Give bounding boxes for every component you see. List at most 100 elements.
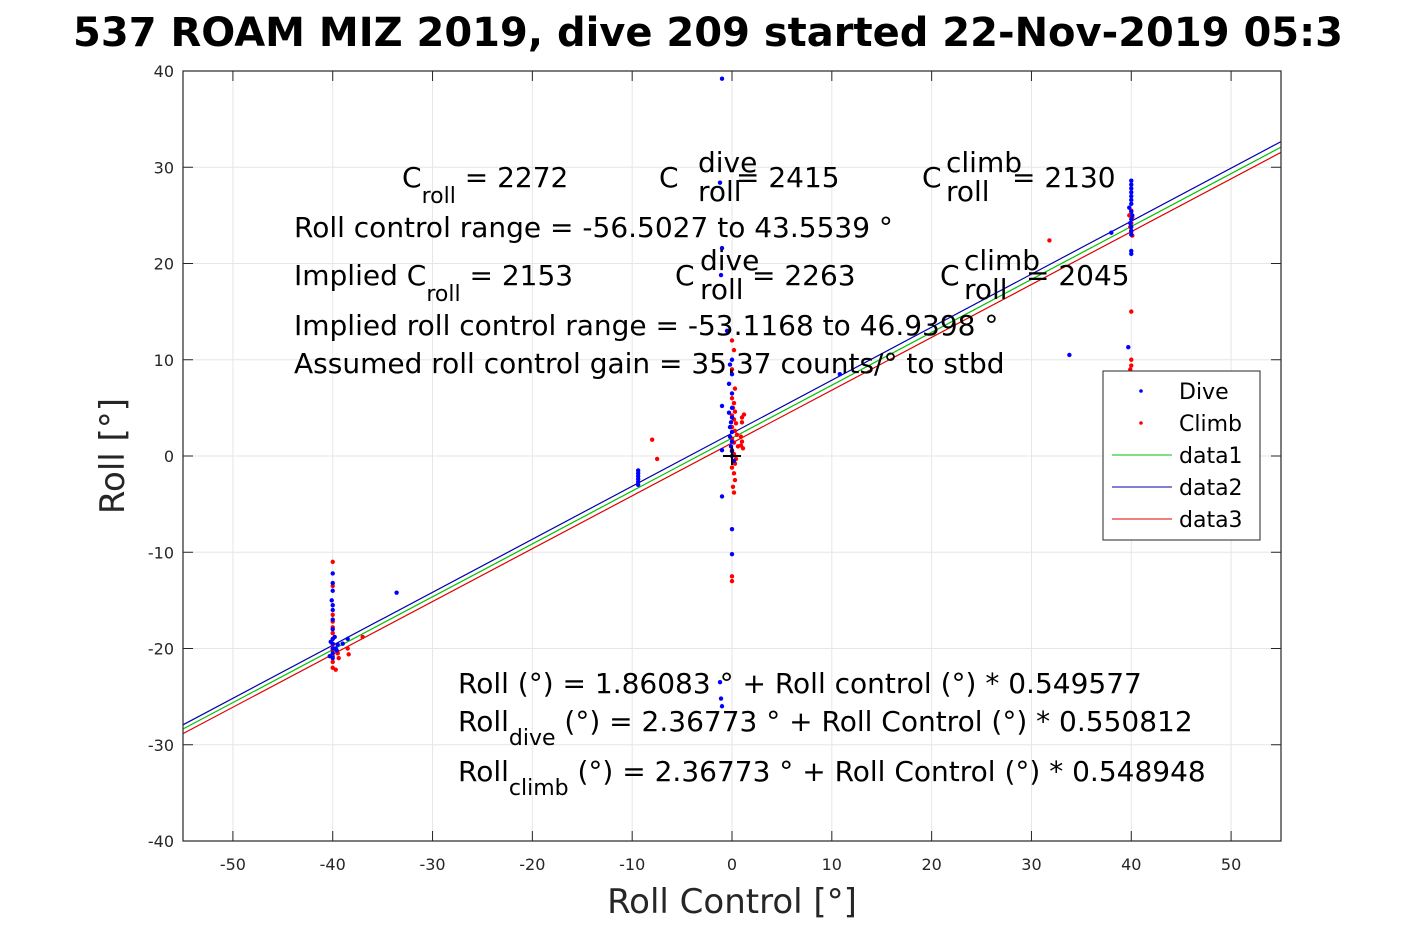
c-climb-value: = 2130	[1012, 161, 1116, 194]
x-tick-label: 50	[1221, 855, 1241, 874]
dive-point	[635, 482, 641, 488]
dive-point	[729, 405, 735, 411]
implied-c-dive-value: = 2263	[752, 259, 856, 292]
dive-point	[729, 551, 735, 557]
implied-c-dive-sup: dive	[700, 244, 759, 277]
climb-point	[330, 659, 335, 665]
dive-point	[717, 180, 723, 185]
climb-point	[731, 347, 737, 353]
climb-point	[649, 437, 655, 442]
climb-point	[1129, 357, 1134, 362]
legend-marker-climb	[1139, 421, 1143, 425]
implied-c-climb-sup: climb	[964, 244, 1040, 277]
climb-point	[738, 434, 744, 439]
dive-point	[719, 448, 725, 453]
x-tick-label: 30	[1021, 855, 1041, 874]
climb-point	[360, 634, 365, 640]
implied-roll-control-range: Implied roll control range = -53.1168 to…	[294, 309, 998, 342]
implied-c-dive-sub: roll	[700, 273, 744, 306]
dive-point	[1129, 224, 1134, 230]
x-tick-label: -20	[519, 855, 545, 874]
x-tick-label: 10	[822, 855, 842, 874]
dive-point	[718, 272, 724, 278]
dive-point	[729, 415, 735, 420]
climb-point	[731, 471, 737, 476]
c-dive-annotation: C	[659, 161, 679, 194]
dive-point	[724, 328, 730, 334]
climb-point	[729, 574, 735, 579]
y-tick-label: -10	[148, 543, 174, 562]
legend-marker-dive	[1139, 389, 1143, 393]
climb-point	[729, 578, 735, 584]
climb-point	[729, 465, 735, 470]
dive-point	[330, 580, 335, 586]
dive-point	[719, 403, 725, 409]
dive-point	[1129, 190, 1134, 195]
dive-point	[727, 424, 733, 430]
y-tick-label: 40	[154, 62, 174, 81]
dive-point	[330, 571, 335, 576]
climb-point	[731, 490, 737, 495]
roll-control-range: Roll control range = -56.5027 to 43.5539…	[294, 211, 893, 244]
dive-point	[718, 696, 724, 701]
dive-point	[1129, 217, 1134, 222]
x-tick-label: 0	[727, 855, 737, 874]
c-roll-annotation: Croll = 2272	[402, 161, 568, 209]
dive-point	[1129, 186, 1134, 191]
dive-point	[719, 704, 725, 709]
dive-point	[1067, 352, 1072, 358]
climb-point	[330, 612, 335, 618]
dive-point	[727, 434, 733, 439]
annotation-block-fit: Roll (°) = 1.86083 ° + Roll control (°) …	[458, 667, 1206, 801]
c-dive-sub: roll	[698, 175, 742, 208]
dive-point	[729, 357, 735, 362]
dive-point	[726, 410, 732, 415]
dive-point	[717, 679, 723, 685]
legend-label-data3: data3	[1179, 508, 1243, 533]
legend: Dive Climb data1 data2 data3	[1102, 370, 1261, 541]
c-dive-sup: dive	[698, 146, 757, 179]
dive-point	[1127, 205, 1132, 210]
climb-point	[1129, 309, 1134, 314]
climb-point	[1047, 238, 1052, 243]
climb-point	[333, 667, 338, 672]
climb-point	[1129, 363, 1134, 368]
climb-point	[741, 412, 747, 417]
dive-point	[1109, 230, 1114, 235]
climb-point	[729, 338, 735, 343]
climb-point	[732, 409, 738, 414]
dive-point	[330, 607, 335, 613]
y-axis-label: Roll [°]	[93, 398, 133, 514]
dive-point	[1129, 228, 1134, 233]
dive-point	[729, 391, 735, 396]
dive-point	[334, 648, 339, 653]
dive-point	[1129, 251, 1134, 257]
dive-point	[335, 642, 340, 647]
y-tick-label: 10	[154, 351, 174, 370]
x-tick-label: -30	[419, 855, 445, 874]
dive-point	[1126, 345, 1131, 350]
dive-point	[330, 588, 335, 593]
legend-label-climb: Climb	[1179, 412, 1242, 437]
dive-point	[1130, 213, 1135, 218]
dive-point	[1129, 201, 1134, 207]
data-points	[327, 76, 1135, 709]
x-tick-label: -40	[320, 855, 346, 874]
climb-point	[733, 421, 739, 426]
implied-c-dive: C	[675, 259, 695, 292]
dive-point	[727, 362, 733, 367]
implied-c-roll: Implied Croll = 2153	[294, 259, 573, 307]
climb-point	[734, 432, 740, 438]
c-climb-sub: roll	[946, 175, 990, 208]
implied-c-climb-value: = 2045	[1026, 259, 1130, 292]
dive-point	[330, 602, 335, 608]
x-tick-label: -10	[619, 855, 645, 874]
dive-point	[729, 439, 735, 444]
x-tick-label: 20	[921, 855, 941, 874]
dive-point	[719, 494, 725, 499]
climb-point	[330, 559, 335, 565]
climb-point	[732, 477, 738, 483]
x-tick-label: -50	[220, 855, 246, 874]
dive-point	[719, 76, 725, 81]
dive-point	[728, 420, 734, 425]
